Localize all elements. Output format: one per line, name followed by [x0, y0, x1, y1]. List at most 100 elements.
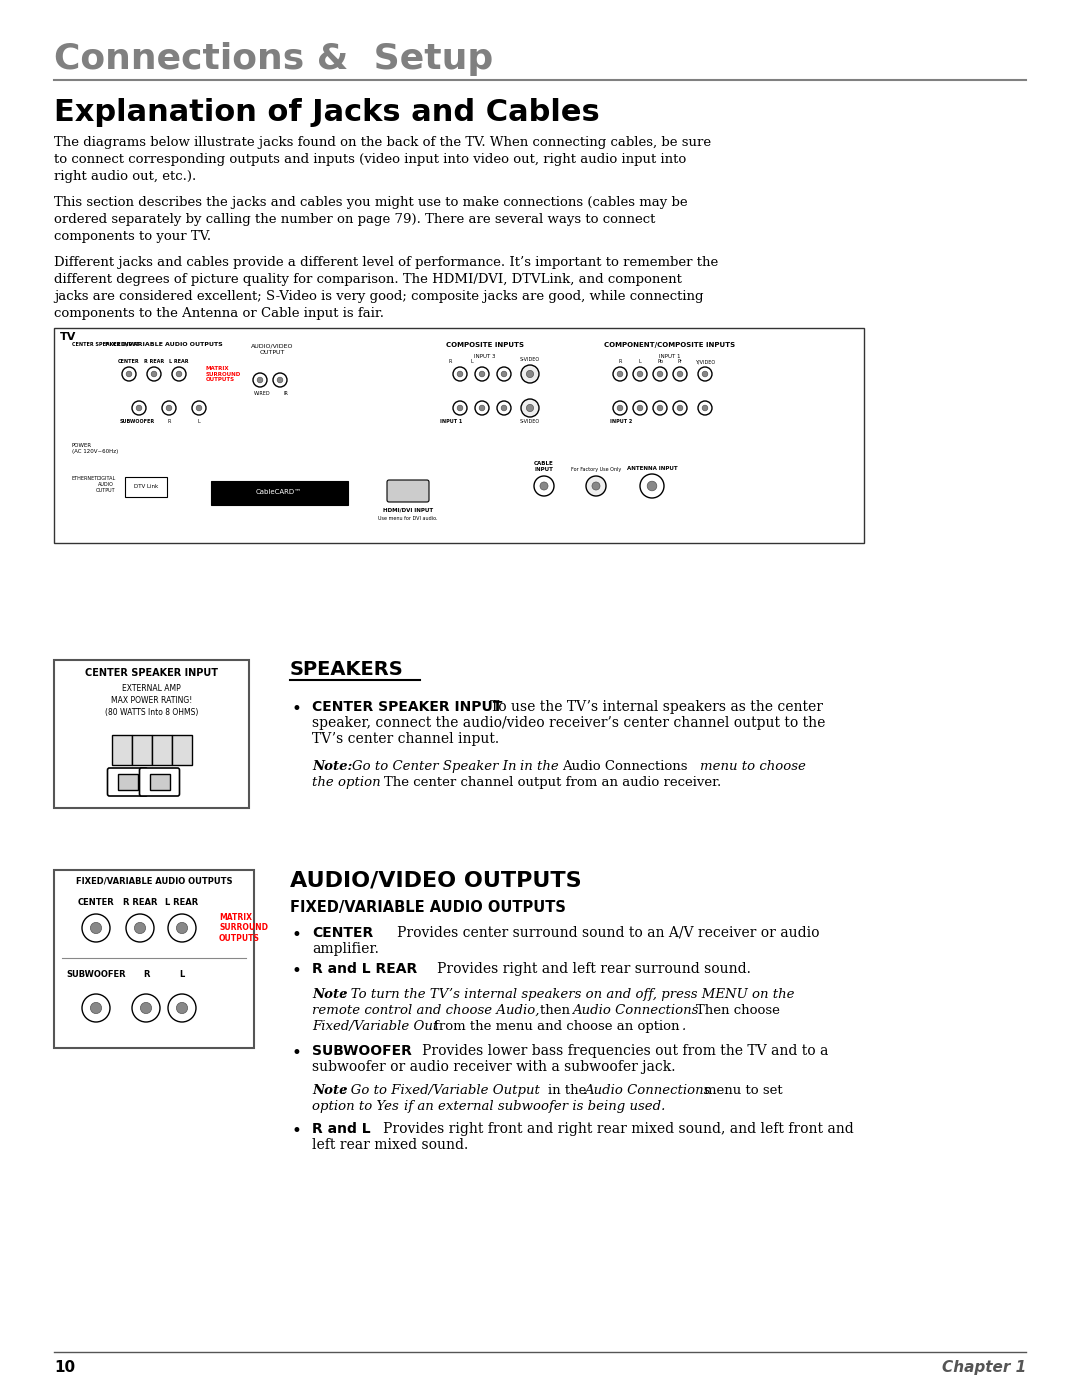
- Circle shape: [698, 401, 712, 415]
- Circle shape: [653, 367, 667, 381]
- FancyBboxPatch shape: [132, 735, 151, 766]
- Text: R and L REAR: R and L REAR: [312, 963, 417, 977]
- Text: Connections &  Setup: Connections & Setup: [54, 42, 494, 75]
- Circle shape: [457, 405, 463, 411]
- Text: AUDIO/VIDEO OUTPUTS: AUDIO/VIDEO OUTPUTS: [291, 870, 582, 890]
- Circle shape: [82, 914, 110, 942]
- Text: amplifier.: amplifier.: [312, 942, 379, 956]
- Text: Audio Connections: Audio Connections: [562, 760, 692, 773]
- Circle shape: [617, 405, 623, 411]
- Circle shape: [613, 367, 627, 381]
- Text: SUBWOOFER: SUBWOOFER: [312, 1044, 411, 1058]
- FancyBboxPatch shape: [54, 870, 254, 1048]
- Text: POWER
(AC 120V~60Hz): POWER (AC 120V~60Hz): [72, 443, 118, 454]
- Text: COMPOSITE INPUTS: COMPOSITE INPUTS: [446, 342, 524, 348]
- Circle shape: [162, 401, 176, 415]
- Circle shape: [192, 401, 206, 415]
- Text: SUBWOOFER: SUBWOOFER: [120, 419, 156, 425]
- Text: R: R: [619, 359, 622, 365]
- Text: R REAR: R REAR: [144, 359, 164, 365]
- Circle shape: [613, 401, 627, 415]
- Text: CENTER: CENTER: [312, 926, 374, 940]
- Circle shape: [534, 476, 554, 496]
- Text: L: L: [179, 970, 185, 979]
- Text: SUBWOOFER: SUBWOOFER: [66, 970, 125, 979]
- Circle shape: [637, 405, 643, 411]
- Text: INPUT 1: INPUT 1: [659, 353, 680, 359]
- Text: FIXED/VARIABLE AUDIO OUTPUTS: FIXED/VARIABLE AUDIO OUTPUTS: [105, 342, 222, 346]
- Text: ANTENNA INPUT: ANTENNA INPUT: [626, 467, 677, 471]
- Circle shape: [501, 405, 507, 411]
- Text: Go to Center Speaker In: Go to Center Speaker In: [352, 760, 521, 773]
- Text: CENTER SPEAKER INPUT: CENTER SPEAKER INPUT: [312, 700, 502, 714]
- Text: menu to set: menu to set: [704, 1084, 783, 1097]
- Circle shape: [176, 372, 181, 377]
- Text: •: •: [292, 926, 302, 944]
- Text: subwoofer or audio receiver with a subwoofer jack.: subwoofer or audio receiver with a subwo…: [312, 1060, 675, 1074]
- Circle shape: [617, 372, 623, 377]
- Circle shape: [702, 405, 707, 411]
- Circle shape: [453, 367, 467, 381]
- Circle shape: [501, 372, 507, 377]
- Text: L REAR: L REAR: [165, 898, 199, 907]
- Text: INPUT 2: INPUT 2: [610, 419, 632, 425]
- Text: FIXED/VARIABLE AUDIO OUTPUTS: FIXED/VARIABLE AUDIO OUTPUTS: [291, 900, 566, 915]
- Text: The diagrams below illustrate jacks found on the back of the TV. When connecting: The diagrams below illustrate jacks foun…: [54, 136, 711, 183]
- Circle shape: [168, 995, 195, 1023]
- Text: in the: in the: [519, 760, 563, 773]
- Circle shape: [475, 401, 489, 415]
- Text: R: R: [143, 970, 149, 979]
- Circle shape: [526, 370, 534, 377]
- Circle shape: [653, 401, 667, 415]
- Text: MATRIX
SURROUND
OUTPUTS: MATRIX SURROUND OUTPUTS: [206, 366, 241, 383]
- Text: Provides center surround sound to an A/V receiver or audio: Provides center surround sound to an A/V…: [384, 926, 820, 940]
- FancyBboxPatch shape: [151, 735, 172, 766]
- Circle shape: [257, 377, 262, 383]
- Circle shape: [168, 914, 195, 942]
- Circle shape: [640, 474, 664, 497]
- Circle shape: [677, 372, 683, 377]
- Text: menu to choose: menu to choose: [700, 760, 806, 773]
- Text: Then choose: Then choose: [696, 1004, 780, 1017]
- Circle shape: [592, 482, 600, 490]
- Circle shape: [151, 372, 157, 377]
- Text: This section describes the jacks and cables you might use to make connections (c: This section describes the jacks and cab…: [54, 196, 688, 243]
- Circle shape: [166, 405, 172, 411]
- Circle shape: [702, 372, 707, 377]
- Text: To use the TV’s internal speakers as the center: To use the TV’s internal speakers as the…: [477, 700, 823, 714]
- Circle shape: [480, 405, 485, 411]
- Text: CENTER SPEAKER INPUT: CENTER SPEAKER INPUT: [72, 342, 139, 346]
- Text: Y/VIDEO: Y/VIDEO: [694, 359, 715, 365]
- Text: Note:: Note:: [312, 760, 357, 773]
- FancyBboxPatch shape: [111, 735, 132, 766]
- Circle shape: [637, 372, 643, 377]
- Circle shape: [673, 367, 687, 381]
- Text: R: R: [167, 419, 171, 425]
- Circle shape: [278, 377, 283, 383]
- Circle shape: [273, 373, 287, 387]
- Text: ETHERNET: ETHERNET: [72, 476, 98, 481]
- Text: Audio Connections.: Audio Connections.: [572, 1004, 707, 1017]
- Circle shape: [586, 476, 606, 496]
- Circle shape: [457, 372, 463, 377]
- Text: speaker, connect the audio/video receiver’s center channel output to the: speaker, connect the audio/video receive…: [312, 717, 825, 731]
- FancyBboxPatch shape: [149, 774, 170, 789]
- Text: HDMI/DVI INPUT: HDMI/DVI INPUT: [383, 509, 433, 513]
- Text: in the: in the: [548, 1084, 591, 1097]
- Text: EXTERNAL AMP
MAX POWER RATING!
(80 WATTS Into 8 OHMS): EXTERNAL AMP MAX POWER RATING! (80 WATTS…: [105, 685, 199, 717]
- Circle shape: [658, 372, 663, 377]
- Text: R REAR: R REAR: [123, 898, 158, 907]
- Text: R and L: R and L: [312, 1122, 370, 1136]
- Circle shape: [540, 482, 548, 490]
- Text: Provides right and left rear surround sound.: Provides right and left rear surround so…: [424, 963, 751, 977]
- Circle shape: [658, 405, 663, 411]
- Text: L: L: [638, 359, 642, 365]
- Text: L: L: [198, 419, 201, 425]
- Circle shape: [132, 401, 146, 415]
- FancyBboxPatch shape: [139, 768, 179, 796]
- Text: Different jacks and cables provide a different level of performance. It’s import: Different jacks and cables provide a dif…: [54, 256, 718, 320]
- Text: FIXED/VARIABLE AUDIO OUTPUTS: FIXED/VARIABLE AUDIO OUTPUTS: [76, 877, 232, 886]
- Circle shape: [497, 367, 511, 381]
- Text: SPEAKERS: SPEAKERS: [291, 659, 404, 679]
- Text: S-VIDEO: S-VIDEO: [519, 419, 540, 425]
